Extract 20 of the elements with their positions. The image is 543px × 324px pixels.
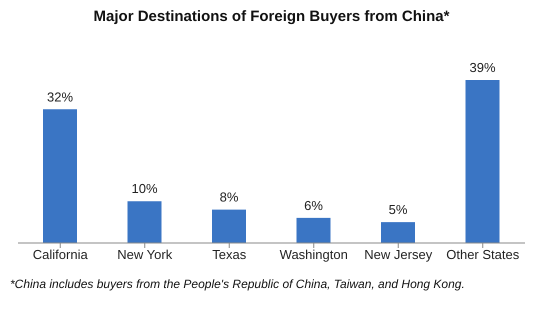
x-tick-label: New York	[117, 247, 173, 262]
bar	[212, 210, 246, 243]
chart-title: Major Destinations of Foreign Buyers from China*	[92, 8, 450, 25]
data-label: 39%	[469, 60, 496, 75]
x-tick-label: California	[32, 247, 88, 262]
data-label: 5%	[388, 202, 408, 218]
bar	[381, 222, 415, 243]
x-tick-label: Texas	[212, 247, 247, 262]
bar	[43, 109, 77, 243]
x-tick-label: Other States	[446, 247, 520, 262]
text: *China includes buyers from the People's Republic of China, Taiwan, and Hong Kong.	[9, 277, 466, 291]
bar	[466, 80, 500, 243]
x-tick-label: New Jersey	[364, 247, 433, 262]
bar	[296, 218, 330, 243]
data-label: 32%	[46, 89, 74, 104]
x-tick-label: Washington	[280, 247, 348, 262]
data-label: 10%	[131, 181, 158, 196]
bar	[128, 201, 162, 243]
data-label: 6%	[304, 198, 324, 213]
data-label: 8%	[220, 190, 239, 205]
